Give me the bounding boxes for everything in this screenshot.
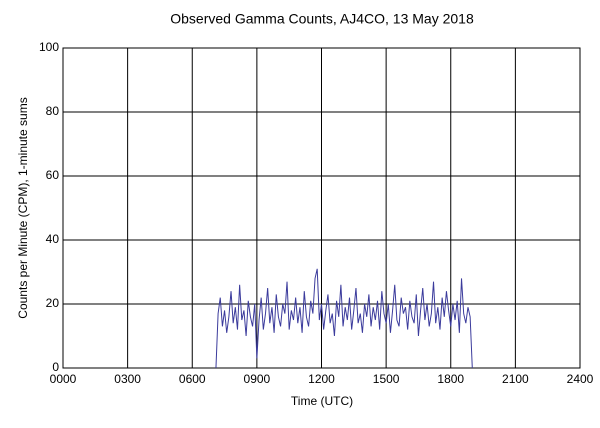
x-tick-label: 0000 <box>50 372 77 386</box>
chart-title: Observed Gamma Counts, AJ4CO, 13 May 201… <box>170 11 474 27</box>
x-tick-label: 0300 <box>114 372 141 386</box>
x-tick-label: 2400 <box>567 372 594 386</box>
x-tick-label: 0900 <box>244 372 271 386</box>
x-axis-label: Time (UTC) <box>291 394 353 408</box>
x-tick-label: 1800 <box>437 372 464 386</box>
y-tick-label: 100 <box>39 40 59 54</box>
y-tick-label: 60 <box>46 168 60 182</box>
plot-frame <box>62 47 581 369</box>
x-tick-label: 2100 <box>502 372 529 386</box>
y-axis-label: Counts per Minute (CPM), 1-minute sums <box>16 97 30 318</box>
y-tick-label: 80 <box>46 104 60 118</box>
x-tick-label: 1500 <box>373 372 400 386</box>
x-tick-label: 1200 <box>308 372 335 386</box>
y-tick-label: 20 <box>46 296 60 310</box>
x-tick-label: 0600 <box>179 372 206 386</box>
y-tick-label: 40 <box>46 232 60 246</box>
y-tick-label: 0 <box>52 360 59 374</box>
data-line <box>215 268 473 369</box>
